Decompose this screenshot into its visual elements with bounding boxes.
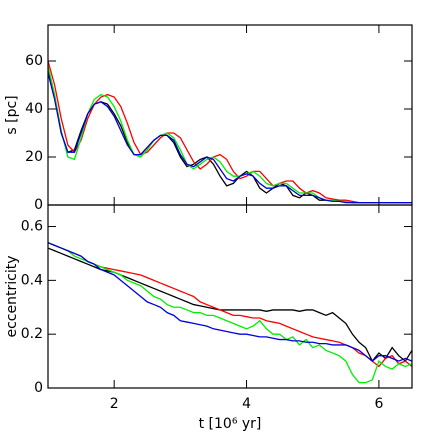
y-axis-label: eccentricity <box>4 256 20 338</box>
data-line <box>47 242 413 362</box>
y-axis-label: s [pc] <box>4 95 20 134</box>
data-line <box>47 247 413 363</box>
data-line <box>47 242 413 384</box>
panel-frame <box>47 24 413 206</box>
data-line <box>47 68 412 204</box>
panel-frame <box>47 204 413 389</box>
y-tick-label: 60 <box>25 53 43 69</box>
data-line <box>47 65 412 204</box>
y-tick-label: 0.4 <box>21 272 43 288</box>
data-line <box>47 72 412 204</box>
y-tick-label: 20 <box>25 149 43 165</box>
data-line <box>47 242 413 368</box>
x-tick-label: 4 <box>242 396 251 412</box>
x-tick-label: 2 <box>110 396 119 412</box>
y-tick-label: 0.2 <box>21 326 43 342</box>
y-tick-label: 0 <box>34 380 43 396</box>
x-tick-label: 6 <box>374 396 383 412</box>
y-tick-label: 0.6 <box>21 219 43 235</box>
y-tick-label: 40 <box>25 101 43 117</box>
y-tick-label: 0 <box>34 197 43 213</box>
x-axis-label: t [10⁶ yr] <box>199 416 262 432</box>
data-line <box>47 60 412 204</box>
